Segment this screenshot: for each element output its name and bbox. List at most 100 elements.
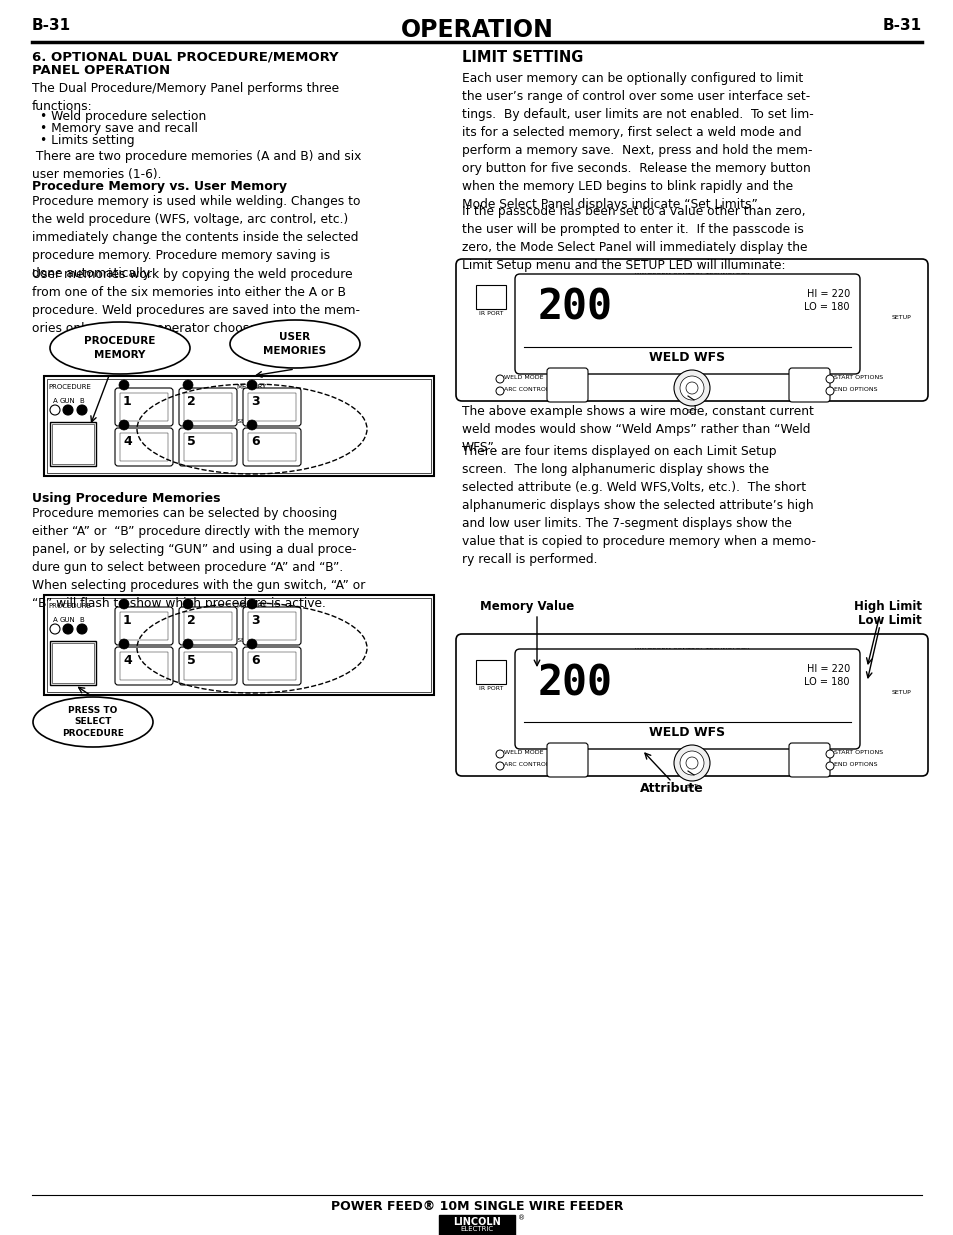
Bar [50, 422, 96, 466]
Text: PROCEDURE: PROCEDURE [49, 384, 91, 390]
Text: Memory Value: Memory Value [479, 600, 574, 613]
Text: HI = 220: HI = 220 [806, 664, 849, 674]
Bar [248, 433, 295, 461]
Text: HOLD 5 SECONDS TO SAVE: HOLD 5 SECONDS TO SAVE [214, 638, 289, 643]
Text: 5: 5 [187, 655, 195, 667]
Bar [184, 652, 232, 680]
Circle shape [825, 762, 833, 769]
FancyBboxPatch shape [179, 388, 236, 426]
Text: SETUP: SETUP [891, 315, 911, 320]
FancyBboxPatch shape [179, 647, 236, 685]
Circle shape [183, 599, 193, 609]
Text: IR PORT: IR PORT [478, 311, 502, 316]
Text: Procedure memory is used while welding. Changes to
the weld procedure (WFS, volt: Procedure memory is used while welding. … [32, 195, 360, 280]
Circle shape [119, 638, 129, 650]
Circle shape [63, 624, 73, 634]
Text: 200: 200 [537, 662, 613, 704]
Bar [120, 393, 168, 421]
Text: 6: 6 [251, 655, 259, 667]
Circle shape [247, 638, 256, 650]
Circle shape [119, 420, 129, 430]
Text: GUN: GUN [60, 618, 76, 622]
FancyBboxPatch shape [515, 274, 859, 374]
FancyBboxPatch shape [788, 368, 829, 403]
Text: A: A [52, 618, 57, 622]
FancyBboxPatch shape [456, 259, 927, 401]
Circle shape [496, 762, 503, 769]
Text: PROCEDURE: PROCEDURE [49, 603, 91, 609]
Text: 1: 1 [123, 614, 132, 627]
Bar [50, 641, 96, 685]
Text: 2: 2 [187, 614, 195, 627]
Circle shape [679, 375, 703, 400]
Text: A: A [52, 398, 57, 404]
Text: There are four items displayed on each Limit Setup
screen.  The long alphanumeri: There are four items displayed on each L… [461, 445, 815, 566]
Text: USER
MEMORIES: USER MEMORIES [263, 332, 326, 356]
FancyBboxPatch shape [243, 388, 301, 426]
Text: 4: 4 [123, 435, 132, 448]
Circle shape [183, 380, 193, 390]
Bar [120, 652, 168, 680]
Text: 3: 3 [251, 614, 259, 627]
Text: High Limit: High Limit [853, 600, 921, 613]
Text: WELD WFS: WELD WFS [649, 726, 725, 739]
Text: B: B [79, 398, 84, 404]
Text: 200: 200 [537, 287, 613, 329]
Text: 2: 2 [187, 395, 195, 408]
Text: PRESS TO
SELECT
PROCEDURE: PRESS TO SELECT PROCEDURE [62, 706, 124, 737]
Text: Low Limit: Low Limit [858, 614, 921, 627]
Circle shape [685, 757, 698, 769]
Circle shape [50, 624, 60, 634]
Bar [47, 598, 431, 692]
FancyBboxPatch shape [115, 647, 172, 685]
FancyBboxPatch shape [788, 743, 829, 777]
Text: MEMORY: MEMORY [236, 603, 267, 609]
Text: Procedure Memory vs. User Memory: Procedure Memory vs. User Memory [32, 180, 287, 193]
Bar [52, 424, 94, 464]
Text: 1: 1 [123, 395, 132, 408]
Circle shape [496, 750, 503, 758]
Bar [47, 379, 431, 473]
FancyBboxPatch shape [515, 650, 859, 748]
FancyBboxPatch shape [546, 368, 587, 403]
Circle shape [63, 405, 73, 415]
FancyBboxPatch shape [115, 606, 172, 645]
Text: There are two procedure memories (A and B) and six
user memories (1-6).: There are two procedure memories (A and … [32, 149, 361, 182]
Circle shape [50, 405, 60, 415]
Circle shape [247, 599, 256, 609]
Text: GUN: GUN [60, 398, 76, 404]
Text: HI = 220: HI = 220 [806, 289, 849, 299]
Text: 6. OPTIONAL DUAL PROCEDURE/MEMORY: 6. OPTIONAL DUAL PROCEDURE/MEMORY [32, 49, 338, 63]
Text: 4: 4 [123, 655, 132, 667]
Circle shape [247, 420, 256, 430]
Circle shape [825, 387, 833, 395]
FancyBboxPatch shape [179, 429, 236, 466]
Circle shape [496, 375, 503, 383]
Text: SET: SET [685, 409, 697, 414]
Bar [44, 595, 434, 695]
Text: User memories work by copying the weld procedure
from one of the six memories in: User memories work by copying the weld p… [32, 268, 359, 335]
Bar [44, 375, 434, 475]
Text: LIMIT SETTING: LIMIT SETTING [461, 49, 583, 65]
Text: B: B [79, 618, 84, 622]
Circle shape [183, 420, 193, 430]
Text: Procedure memories can be selected by choosing
either “A” or  “B” procedure dire: Procedure memories can be selected by ch… [32, 508, 365, 610]
Text: START OPTIONS: START OPTIONS [833, 375, 882, 380]
FancyBboxPatch shape [243, 429, 301, 466]
Text: WAVEFORM CONTROL TECHNOLOGY: WAVEFORM CONTROL TECHNOLOGY [635, 648, 748, 653]
Text: WELD MODE: WELD MODE [503, 750, 543, 755]
Bar [184, 393, 232, 421]
Text: The above example shows a wire mode, constant current
weld modes would show “Wel: The above example shows a wire mode, con… [461, 405, 813, 454]
Bar [120, 613, 168, 640]
FancyBboxPatch shape [243, 647, 301, 685]
Text: Attribute: Attribute [639, 782, 703, 795]
Text: LINCOLN: LINCOLN [453, 1216, 500, 1228]
Circle shape [825, 750, 833, 758]
Text: SETUP: SETUP [891, 690, 911, 695]
Text: PANEL OPERATION: PANEL OPERATION [32, 64, 170, 77]
Text: Each user memory can be optionally configured to limit
the user’s range of contr: Each user memory can be optionally confi… [461, 72, 813, 211]
Circle shape [679, 751, 703, 776]
Circle shape [673, 745, 709, 781]
FancyBboxPatch shape [456, 634, 927, 776]
Circle shape [77, 405, 87, 415]
